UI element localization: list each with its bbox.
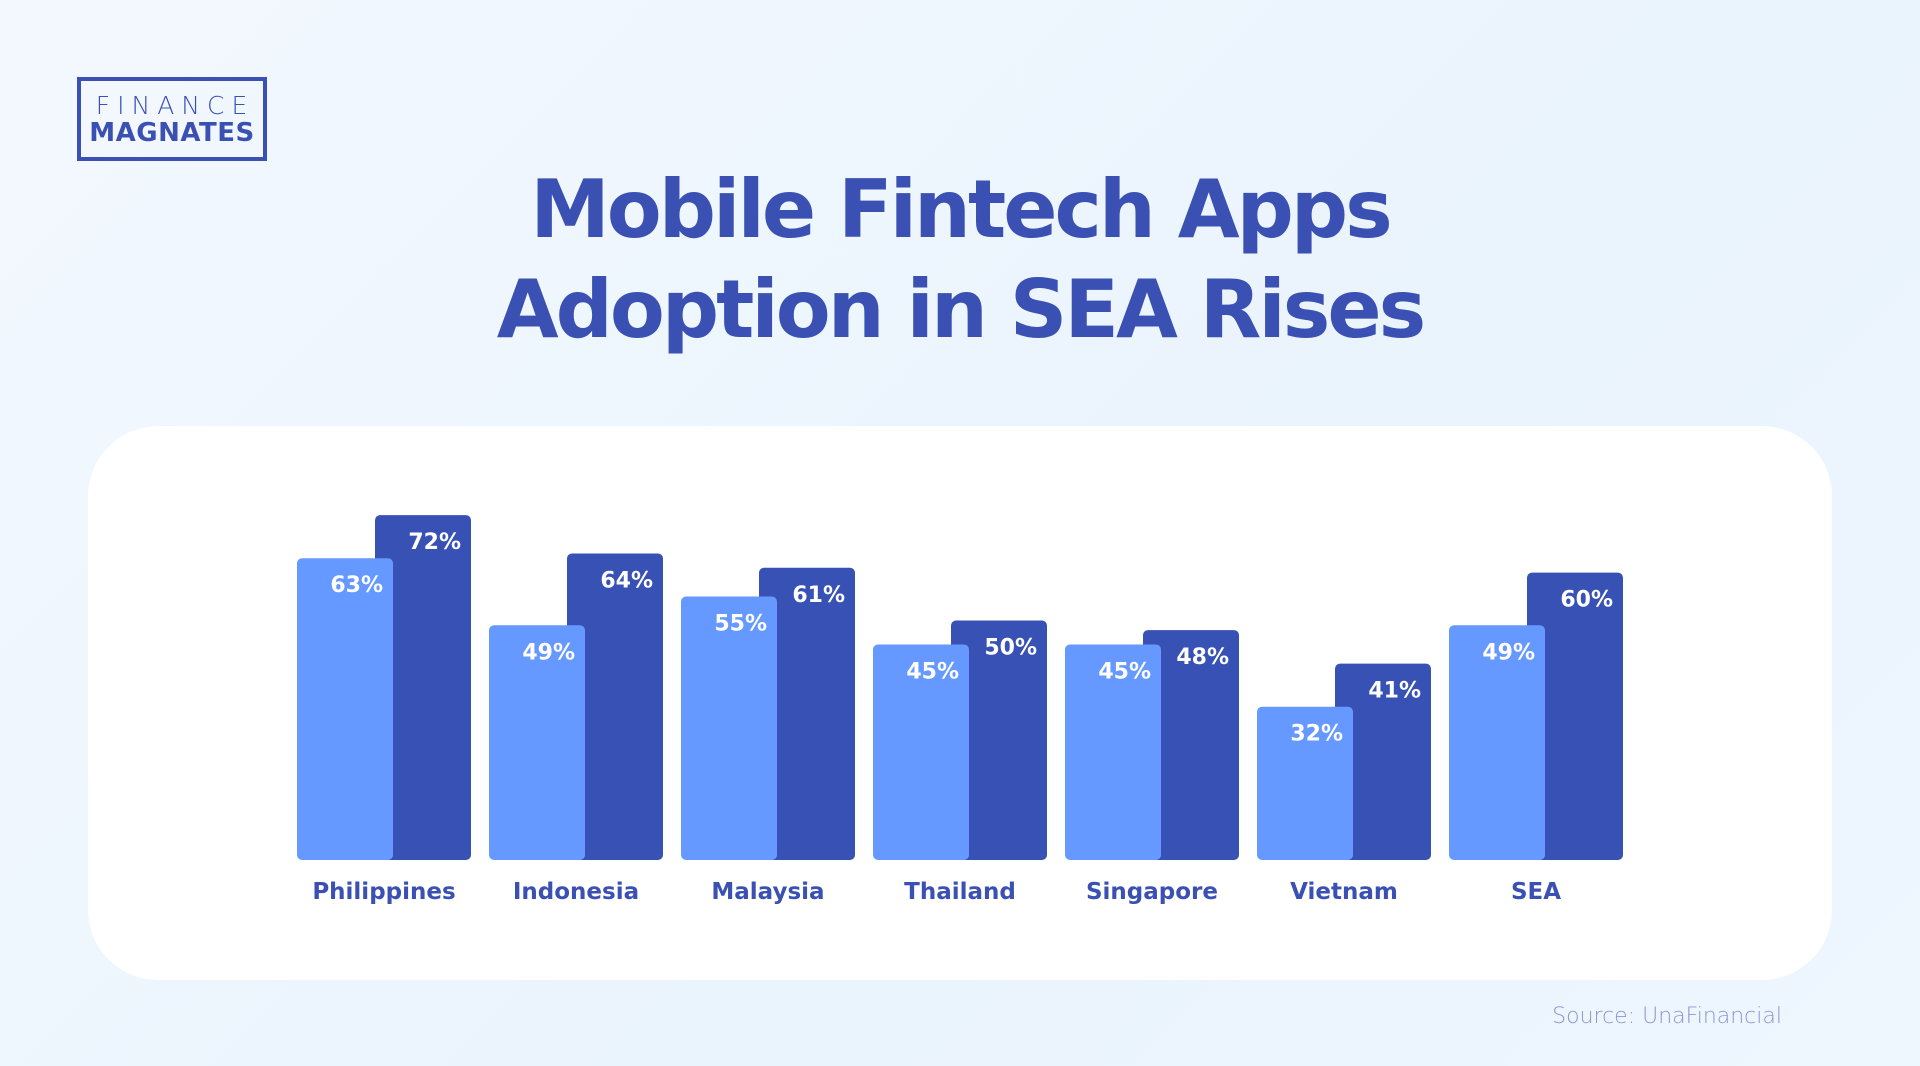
logo-line-2: MAGNATES <box>89 118 255 148</box>
bar-thailand-series-2 <box>951 620 1047 860</box>
bar-philippines-series-1 <box>297 558 393 860</box>
data-label: 49% <box>1482 640 1535 665</box>
bar-thailand-series-1 <box>873 644 969 860</box>
data-label: 45% <box>1098 659 1151 684</box>
category-label: Singapore <box>1086 879 1218 905</box>
data-label: 41% <box>1368 679 1421 704</box>
data-label: 63% <box>330 573 383 598</box>
bar-indonesia-series-1 <box>489 625 585 860</box>
bar-philippines-series-2 <box>375 515 471 860</box>
bar-sea-series-2 <box>1527 572 1623 860</box>
category-label: Philippines <box>312 879 455 905</box>
data-label: 50% <box>984 636 1037 661</box>
bar-indonesia-series-2 <box>567 553 663 860</box>
title-line-1: Mobile Fintech Apps <box>530 163 1393 256</box>
data-label: 61% <box>792 583 845 608</box>
bar-malaysia-series-1 <box>681 596 777 860</box>
data-label: 45% <box>906 659 959 684</box>
data-label: 72% <box>408 530 461 555</box>
bar-sea-series-1 <box>1449 625 1545 860</box>
finance-magnates-logo: FINANCE MAGNATES <box>77 77 267 161</box>
category-label: Malaysia <box>711 879 824 905</box>
source-note: Source: UnaFinancial <box>1552 1004 1782 1029</box>
chart-title: Mobile Fintech Apps Adoption in SEA Rise… <box>0 160 1920 360</box>
bar-singapore-series-2 <box>1143 630 1239 860</box>
title-line-2: Adoption in SEA Rises <box>496 263 1427 356</box>
category-label: Indonesia <box>513 879 639 905</box>
bar-malaysia-series-2 <box>759 567 855 860</box>
data-label: 49% <box>522 640 575 665</box>
data-label: 64% <box>600 568 653 593</box>
bar-singapore-series-1 <box>1065 644 1161 860</box>
data-label: 48% <box>1176 645 1229 670</box>
data-label: 60% <box>1560 588 1613 613</box>
bar-vietnam-series-2 <box>1335 663 1431 860</box>
category-label: Thailand <box>904 879 1016 905</box>
bar-vietnam-series-1 <box>1257 706 1353 860</box>
data-label: 55% <box>714 612 767 637</box>
category-label: SEA <box>1511 879 1561 905</box>
logo-line-1: FINANCE <box>95 91 255 120</box>
category-label: Vietnam <box>1290 879 1398 905</box>
data-label: 32% <box>1290 722 1343 747</box>
